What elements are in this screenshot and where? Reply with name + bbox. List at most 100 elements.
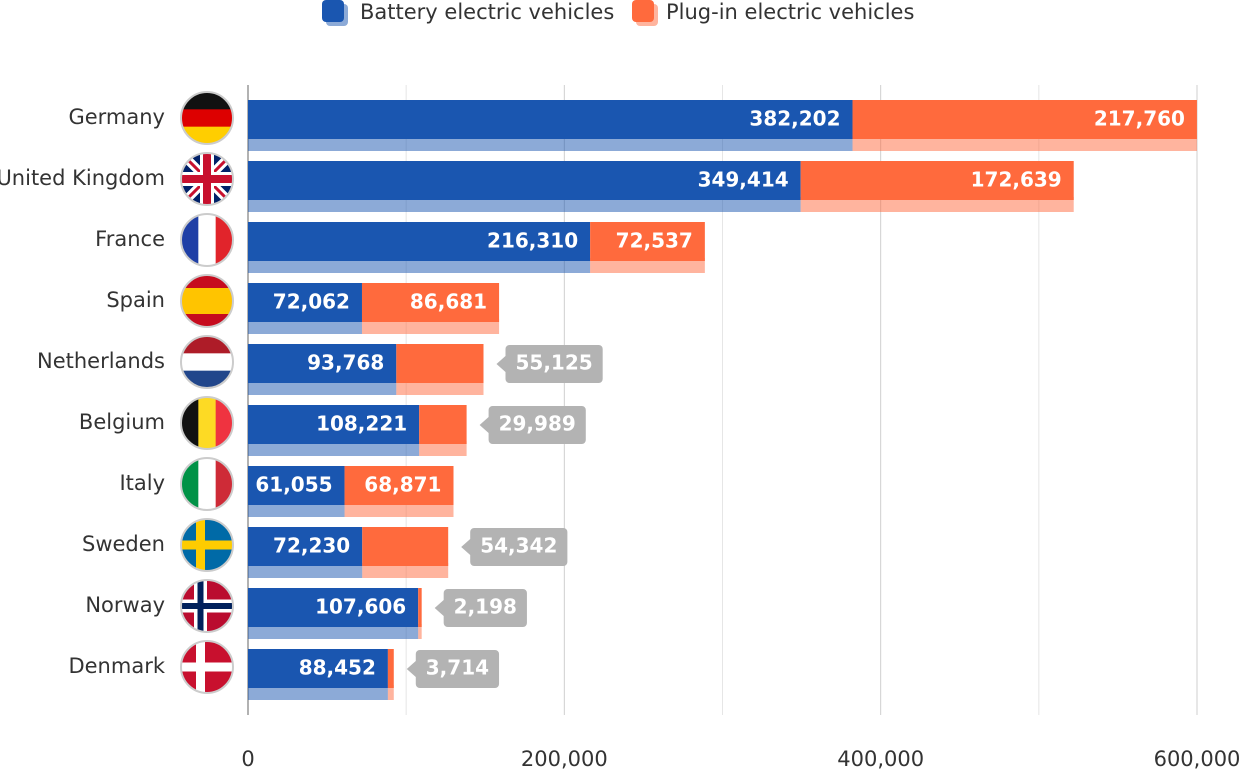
x-tick-label: 0 [241,747,254,771]
x-tick-label: 600,000 [1154,747,1240,771]
bar-shadow [344,502,454,517]
flag-border [180,396,234,450]
bar-shadow [248,319,362,334]
x-tick-label: 400,000 [837,747,924,771]
flag-border [180,152,234,206]
bar-segment [362,527,449,566]
value-label: 93,768 [307,351,384,375]
bar-shadow [248,685,388,700]
value-label: 86,681 [410,290,487,314]
bar-shadow [396,380,484,395]
legend-label: Plug-in electric vehicles [666,0,914,24]
category-label: Spain [106,288,165,312]
value-label: 382,202 [749,107,840,131]
category-label: Sweden [82,532,165,556]
bar-segment [418,588,422,627]
flag-border [180,274,234,328]
bar-segment [248,100,853,139]
flag-border [180,91,234,145]
category-label: France [95,227,165,251]
bar-shadow [362,563,449,578]
bar-segment [248,283,362,322]
legend-label: Battery electric vehicles [360,0,614,24]
bar-segment [248,222,591,261]
bar-segment [248,527,363,566]
bar-segment [248,405,420,444]
value-label: 54,342 [480,534,557,558]
category-label: Denmark [68,654,165,678]
value-label: 55,125 [515,351,592,375]
value-label: 108,221 [316,412,407,436]
bar-segment [419,405,467,444]
bar-shadow [387,685,394,700]
value-label: 3,714 [426,656,489,680]
category-label: United Kingdom [0,166,165,190]
flag-icon [181,153,233,205]
value-label: 68,871 [364,473,441,497]
bar-segment [590,222,705,261]
category-label: Netherlands [37,349,165,373]
bar-segment [344,466,454,505]
bar-segment [800,161,1074,200]
bar-segment [248,649,388,688]
bar-segment [396,344,484,383]
value-callout [496,345,603,383]
category-label: Norway [85,593,165,617]
bar-shadow [419,441,467,456]
value-label: 29,989 [499,412,576,436]
flag-icon [181,275,233,327]
flag-icon [181,336,233,388]
bar-segment [248,588,419,627]
bar-shadow [248,197,801,212]
bar-segment [248,466,345,505]
bar-shadow [361,319,500,334]
value-label: 172,639 [971,168,1062,192]
category-label: Belgium [79,410,165,434]
value-label: 61,055 [255,473,332,497]
value-label: 72,230 [273,534,350,558]
legend-swatch [632,0,654,22]
value-label: 2,198 [454,595,517,619]
bar-shadow [248,624,419,639]
bar-segment [852,100,1197,139]
value-callout [406,650,500,688]
bar-shadow [248,441,420,456]
category-label: Italy [119,471,165,495]
bar-segment [361,283,500,322]
value-label: 216,310 [487,229,578,253]
flag-icon [181,519,233,571]
bar-shadow [248,136,853,151]
bar-shadow [248,563,363,578]
bar-segment [248,161,801,200]
bar-shadow [248,502,345,517]
value-callout [461,528,568,566]
value-label: 88,452 [299,656,376,680]
x-tick-label: 200,000 [521,747,608,771]
bar-shadow [590,258,705,273]
bar-shadow [852,136,1197,151]
flag-icon [181,641,233,693]
value-callout [434,589,527,627]
value-label: 107,606 [315,595,406,619]
value-label: 217,760 [1094,107,1185,131]
bar-shadow [248,380,397,395]
flag-border [180,579,234,633]
flag-border [180,335,234,389]
flag-border [180,518,234,572]
category-label: Germany [68,105,165,129]
value-callout [479,406,586,444]
value-label: 349,414 [698,168,789,192]
flag-icon [181,580,233,632]
bar-shadow [418,624,422,639]
legend-swatch [322,0,344,22]
bar-segment [248,344,397,383]
flag-border [180,640,234,694]
value-label: 72,537 [616,229,693,253]
flag-border [180,213,234,267]
flag-border [180,457,234,511]
value-label: 72,062 [273,290,350,314]
bar-shadow [248,258,591,273]
bar-segment [387,649,394,688]
bar-shadow [800,197,1074,212]
